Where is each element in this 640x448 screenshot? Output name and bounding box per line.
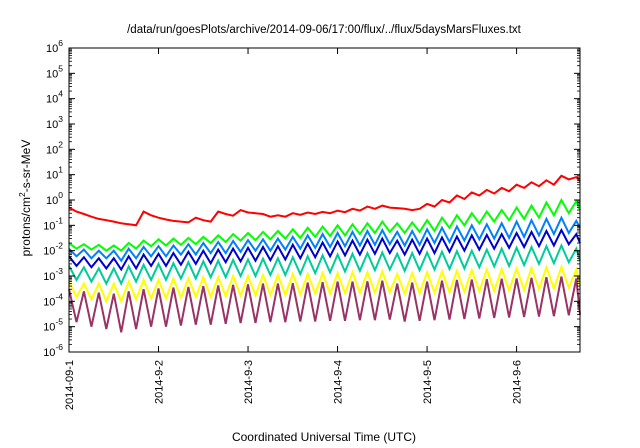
series-line-6: [68, 263, 581, 304]
y-tick-label: 102: [46, 139, 63, 156]
x-tick-label: 2014-9-6: [512, 360, 524, 404]
y-axis-label-base: protons/cm: [19, 197, 33, 256]
y-tick-exp: -4: [55, 291, 63, 301]
y-tick-exp: 0: [58, 190, 63, 200]
y-tick-label: 10-6: [43, 342, 63, 359]
y-tick-base: 10: [43, 347, 55, 359]
x-tick-label: 2014-9-5: [422, 360, 434, 404]
chart-title: /data/run/goesPlots/archive/2014-09-06/1…: [127, 24, 522, 36]
y-tick-base: 10: [46, 68, 58, 80]
y-tick-label: 10-2: [43, 241, 63, 258]
y-tick-base: 10: [43, 296, 55, 308]
y-tick-exp: 1: [58, 165, 63, 175]
y-tick-base: 10: [46, 43, 58, 55]
x-tick-label: 2014-9-4: [333, 360, 345, 404]
y-axis-label-sup: 2: [17, 192, 27, 197]
y-tick-label: 10-4: [43, 291, 63, 308]
y-tick-base: 10: [46, 119, 58, 131]
series-line-1: [68, 174, 581, 227]
y-tick-exp: 3: [58, 114, 63, 124]
y-tick-exp: 5: [58, 63, 63, 73]
series-line-2: [68, 197, 581, 253]
series-line-4: [68, 227, 581, 272]
y-tick-label: 103: [46, 114, 63, 131]
y-tick-exp: 4: [58, 89, 63, 99]
y-tick-label: 10-3: [43, 266, 63, 283]
y-axis: 10-610-510-410-310-210-11001011021031041…: [43, 38, 580, 359]
y-tick-exp: -5: [55, 317, 63, 327]
y-tick-label: 105: [46, 63, 63, 80]
y-tick-exp: 6: [58, 38, 63, 48]
y-tick-label: 101: [46, 165, 63, 182]
y-tick-exp: -3: [55, 266, 63, 276]
y-tick-exp: -6: [55, 342, 63, 352]
y-tick-base: 10: [43, 322, 55, 334]
y-tick-label: 100: [46, 190, 63, 207]
series-line-3: [68, 215, 581, 263]
y-tick-base: 10: [46, 144, 58, 156]
series-layer: [68, 174, 581, 333]
x-tick-label: 2014-9-2: [154, 360, 166, 404]
x-tick-label: 2014-09-1: [64, 360, 76, 410]
y-tick-base: 10: [46, 195, 58, 207]
plot-frame: [68, 47, 581, 353]
y-tick-exp: -1: [55, 215, 63, 225]
y-tick-base: 10: [43, 271, 55, 283]
series-line-5: [68, 242, 581, 286]
x-tick-label: 2014-9-3: [243, 360, 255, 404]
y-tick-exp: 2: [58, 139, 63, 149]
y-tick-exp: -2: [55, 241, 63, 251]
y-axis-label-rest: -s-sr-MeV: [19, 140, 33, 193]
y-tick-label: 10-5: [43, 317, 63, 334]
y-tick-label: 104: [46, 89, 63, 106]
y-tick-base: 10: [43, 246, 55, 258]
series-line-7: [68, 276, 581, 333]
x-axis-label: Coordinated Universal Time (UTC): [232, 430, 416, 444]
y-tick-base: 10: [43, 220, 55, 232]
y-tick-label: 106: [46, 38, 63, 55]
y-tick-label: 10-1: [43, 215, 63, 232]
y-tick-base: 10: [46, 94, 58, 106]
y-axis-label: protons/cm2-s-sr-MeV: [17, 140, 33, 257]
y-tick-base: 10: [46, 170, 58, 182]
